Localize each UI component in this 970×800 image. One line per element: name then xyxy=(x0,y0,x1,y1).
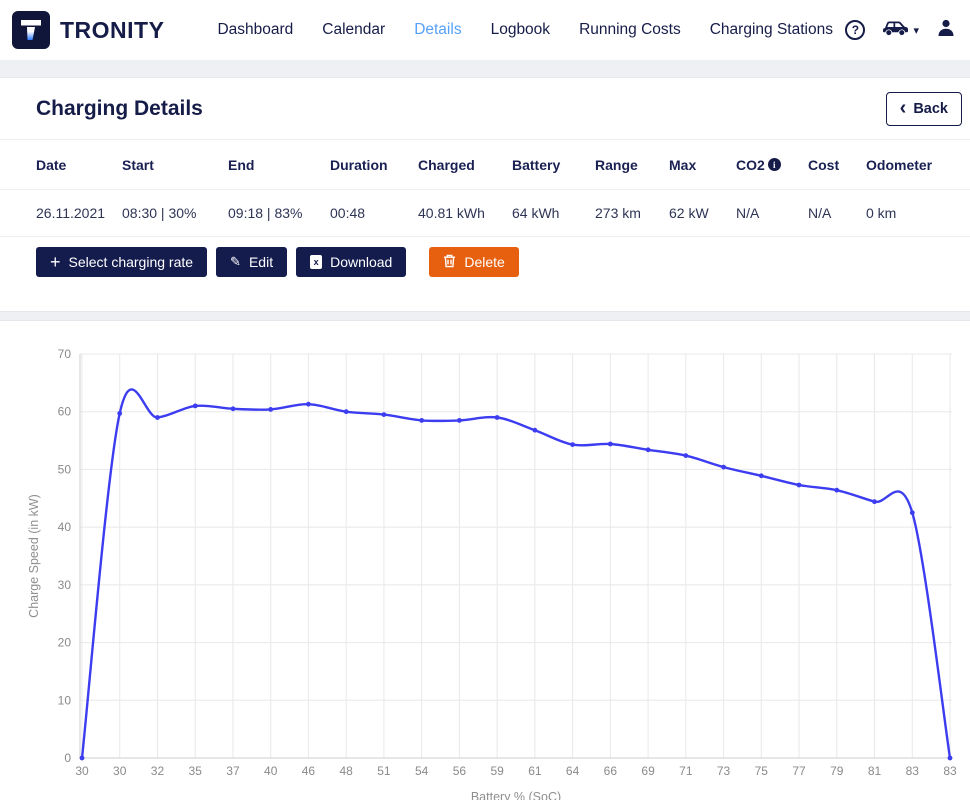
help-icon[interactable]: ? xyxy=(845,20,866,40)
cell-range: 273 km xyxy=(595,205,641,221)
delete-button[interactable]: Delete xyxy=(429,247,519,277)
svg-text:46: 46 xyxy=(302,764,316,778)
svg-text:75: 75 xyxy=(755,764,769,778)
svg-text:40: 40 xyxy=(58,520,72,534)
cell-date: 26.11.2021 xyxy=(36,205,106,221)
svg-text:54: 54 xyxy=(415,764,429,778)
pencil-icon: ✎ xyxy=(230,254,241,269)
svg-text:83: 83 xyxy=(906,764,920,778)
svg-text:60: 60 xyxy=(58,405,72,419)
plus-icon: + xyxy=(50,252,61,272)
chevron-left-icon: ‹ xyxy=(899,96,907,119)
svg-text:30: 30 xyxy=(75,764,89,778)
svg-text:0: 0 xyxy=(64,751,71,765)
col-start: Start xyxy=(122,156,154,173)
cell-odometer: 0 km xyxy=(866,205,897,221)
svg-text:20: 20 xyxy=(58,636,72,650)
svg-text:48: 48 xyxy=(339,764,353,778)
nav-logbook[interactable]: Logbook xyxy=(490,21,551,38)
svg-text:37: 37 xyxy=(226,764,240,778)
svg-text:69: 69 xyxy=(641,764,655,778)
info-icon[interactable]: i xyxy=(767,158,781,171)
cell-battery: 64 kWh xyxy=(512,205,560,221)
cell-start: 08:30 | 30% xyxy=(122,205,197,221)
main-nav: Dashboard Calendar Details Logbook Runni… xyxy=(217,21,833,39)
cell-duration: 00:48 xyxy=(330,205,366,221)
svg-text:66: 66 xyxy=(604,764,618,778)
top-nav-bar: TRONITY Dashboard Calendar Details Logbo… xyxy=(0,0,970,60)
car-icon xyxy=(882,19,909,41)
svg-text:Battery % (SoC): Battery % (SoC) xyxy=(471,790,561,800)
svg-text:Charge Speed (in kW): Charge Speed (in kW) xyxy=(27,494,41,618)
spacer xyxy=(0,312,970,320)
charge-speed-line-chart: 0 10 20 30 40 50 60 70 30 30 32 35 37 40 46 48 51 54 56 59 6… xyxy=(27,347,957,800)
svg-text:73: 73 xyxy=(717,764,731,778)
back-button[interactable]: ‹ Back xyxy=(885,91,962,126)
excel-file-icon: x xyxy=(310,255,323,269)
charge-speed-chart-card: 0 10 20 30 40 50 60 70 30 30 32 35 37 40 46 48 51 54 56 59 6… xyxy=(0,320,970,800)
cell-cost: N/A xyxy=(808,205,832,221)
vehicle-selector[interactable]: ▾ xyxy=(882,19,919,41)
col-odometer: Odometer xyxy=(866,156,933,173)
cell-max: 62 kW xyxy=(669,205,709,221)
account-icon[interactable] xyxy=(936,18,956,43)
svg-text:35: 35 xyxy=(189,764,203,778)
svg-text:10: 10 xyxy=(58,693,72,707)
nav-running-costs[interactable]: Running Costs xyxy=(579,21,681,38)
svg-text:77: 77 xyxy=(792,764,806,778)
svg-text:51: 51 xyxy=(377,764,391,778)
col-max: Max xyxy=(669,156,697,173)
edit-button[interactable]: ✎ Edit xyxy=(216,247,288,277)
trash-icon xyxy=(443,254,456,271)
col-range: Range xyxy=(595,156,638,173)
svg-text:79: 79 xyxy=(830,764,844,778)
nav-calendar[interactable]: Calendar xyxy=(322,21,386,38)
select-charging-rate-button[interactable]: + Select charging rate xyxy=(36,247,208,277)
svg-text:56: 56 xyxy=(453,764,467,778)
tronity-logo-icon xyxy=(12,11,50,49)
col-duration: Duration xyxy=(330,156,388,173)
col-end: End xyxy=(228,156,255,173)
svg-text:64: 64 xyxy=(566,764,580,778)
nav-charging-stations[interactable]: Charging Stations xyxy=(709,21,833,38)
spacer xyxy=(0,60,970,77)
nav-details[interactable]: Details xyxy=(414,21,462,38)
col-charged: Charged xyxy=(418,156,475,173)
col-co2: CO2 i xyxy=(736,157,808,173)
col-battery: Battery xyxy=(512,156,561,173)
cell-charged: 40.81 kWh xyxy=(418,205,485,221)
cell-end: 09:18 | 83% xyxy=(228,205,303,221)
download-button[interactable]: x Download xyxy=(296,247,407,277)
charging-details-card: Charging Details ‹ Back Date Start End D… xyxy=(0,77,970,312)
col-date: Date xyxy=(36,156,67,173)
svg-text:59: 59 xyxy=(490,764,504,778)
svg-text:30: 30 xyxy=(113,764,127,778)
page-title: Charging Details xyxy=(36,96,203,120)
tronity-logo[interactable]: TRONITY xyxy=(12,11,164,49)
chevron-down-icon: ▾ xyxy=(913,24,919,37)
svg-text:83: 83 xyxy=(943,764,957,778)
brand-name: TRONITY xyxy=(60,16,165,43)
svg-text:61: 61 xyxy=(528,764,542,778)
action-buttons: + Select charging rate ✎ Edit x Download… xyxy=(0,237,970,311)
svg-text:30: 30 xyxy=(58,578,72,592)
svg-text:81: 81 xyxy=(868,764,882,778)
nav-dashboard[interactable]: Dashboard xyxy=(217,21,294,38)
cell-co2: N/A xyxy=(736,205,760,221)
svg-text:40: 40 xyxy=(264,764,278,778)
col-cost: Cost xyxy=(808,156,840,173)
svg-text:71: 71 xyxy=(679,764,693,778)
table-row: 26.11.2021 08:30 | 30% 09:18 | 83% 00:48… xyxy=(0,190,970,237)
svg-text:50: 50 xyxy=(58,462,72,476)
svg-text:70: 70 xyxy=(58,347,72,361)
table-header-row: Date Start End Duration Charged Battery … xyxy=(0,140,970,190)
svg-text:32: 32 xyxy=(151,764,165,778)
